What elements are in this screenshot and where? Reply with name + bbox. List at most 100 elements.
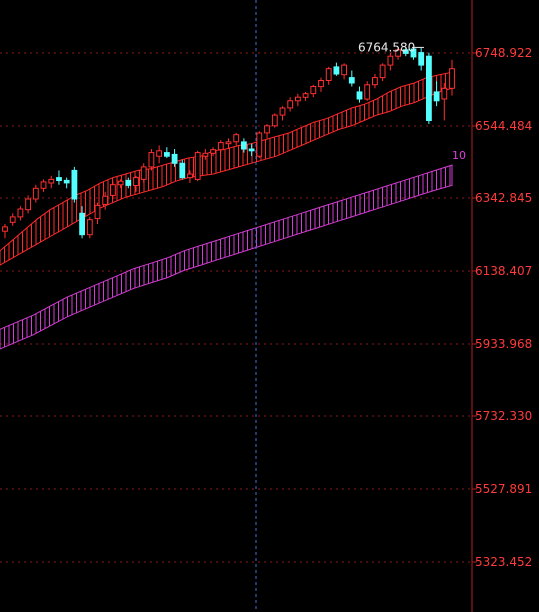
candle-body	[25, 198, 32, 211]
candle-body	[140, 166, 147, 180]
candle	[372, 74, 378, 89]
candle-body	[449, 68, 455, 89]
candle	[48, 175, 55, 189]
candle	[63, 177, 70, 189]
band-magenta-group	[0, 164, 453, 350]
candle-body	[264, 125, 270, 134]
candle-body	[333, 66, 340, 75]
candle-body	[356, 91, 363, 100]
candle-body	[194, 152, 201, 180]
candle	[402, 47, 409, 57]
candle-body	[233, 134, 240, 143]
y-tick-label: 5323.452	[475, 555, 532, 569]
band-magenta-outline	[0, 164, 453, 350]
candle-body	[63, 179, 70, 184]
candle-body	[441, 87, 448, 100]
candle	[125, 177, 132, 189]
candle	[449, 59, 455, 96]
candle	[94, 202, 101, 225]
candle-body	[364, 84, 371, 100]
candle-body	[287, 100, 294, 109]
candle	[333, 62, 340, 76]
candle-body	[341, 64, 348, 76]
candle	[410, 47, 417, 60]
candle	[210, 147, 216, 157]
candle	[86, 216, 93, 239]
candle	[395, 47, 402, 60]
candle	[156, 145, 162, 164]
candle-body	[2, 226, 8, 232]
candle	[179, 159, 186, 180]
candle	[133, 175, 139, 192]
candle-body	[379, 64, 386, 79]
candle	[56, 170, 62, 185]
candle	[341, 63, 348, 80]
candle	[348, 70, 355, 87]
candle-body	[279, 107, 286, 116]
candle	[364, 81, 371, 101]
candle	[194, 150, 201, 182]
candle-body	[179, 162, 186, 179]
candle	[264, 124, 270, 139]
candle	[418, 47, 425, 71]
y-tick-label: 6138.407	[475, 264, 532, 278]
candle-body	[325, 68, 332, 81]
candle-body	[171, 153, 178, 164]
candle	[271, 113, 278, 128]
candle-body	[387, 55, 394, 66]
candle-body	[156, 150, 162, 157]
y-tick-label: 6748.922	[475, 46, 532, 60]
candle-body	[86, 219, 93, 236]
candle-body	[402, 49, 409, 54]
candle-body	[372, 77, 378, 86]
candle	[356, 86, 363, 103]
candle	[248, 143, 255, 157]
candle-body	[56, 177, 62, 182]
candle-body	[117, 180, 124, 186]
candle	[187, 170, 193, 183]
candle-body	[32, 187, 39, 200]
candle	[325, 66, 332, 85]
candle	[40, 179, 47, 192]
y-tick-label: 6544.484	[475, 119, 532, 133]
ma-period-label: 10	[452, 149, 466, 162]
candle	[441, 82, 448, 121]
candle	[217, 140, 224, 153]
candle-body	[79, 212, 85, 236]
candle-body	[210, 149, 216, 154]
candle-body	[17, 208, 24, 218]
candle-body	[148, 152, 155, 168]
candle-body	[94, 204, 101, 220]
candle-body	[125, 179, 132, 186]
candle-body	[310, 86, 317, 95]
candle	[433, 81, 440, 107]
candle-body	[410, 48, 417, 58]
candle-body	[40, 181, 47, 189]
candle-body	[426, 55, 432, 122]
candle	[233, 132, 240, 146]
band-red-outline	[0, 71, 453, 266]
candle-body	[71, 169, 78, 200]
candle	[310, 84, 317, 98]
candle	[387, 52, 394, 71]
candle	[241, 138, 247, 153]
candle-body	[348, 77, 355, 84]
candle-body	[418, 52, 425, 66]
candle	[117, 179, 124, 189]
candle	[225, 138, 232, 150]
y-tick-label: 6342.845	[475, 191, 532, 205]
candle-body	[295, 96, 301, 102]
candle-body	[217, 142, 224, 151]
candle	[318, 77, 324, 92]
candle	[287, 97, 294, 112]
candle-body	[202, 152, 209, 157]
candle-body	[318, 80, 324, 88]
candle	[426, 52, 432, 125]
candle	[32, 184, 39, 203]
candle-body	[302, 93, 309, 98]
candle-body	[110, 184, 116, 196]
candle-body	[271, 114, 278, 127]
candle-body	[9, 216, 16, 223]
y-tick-label: 5933.968	[475, 337, 532, 351]
